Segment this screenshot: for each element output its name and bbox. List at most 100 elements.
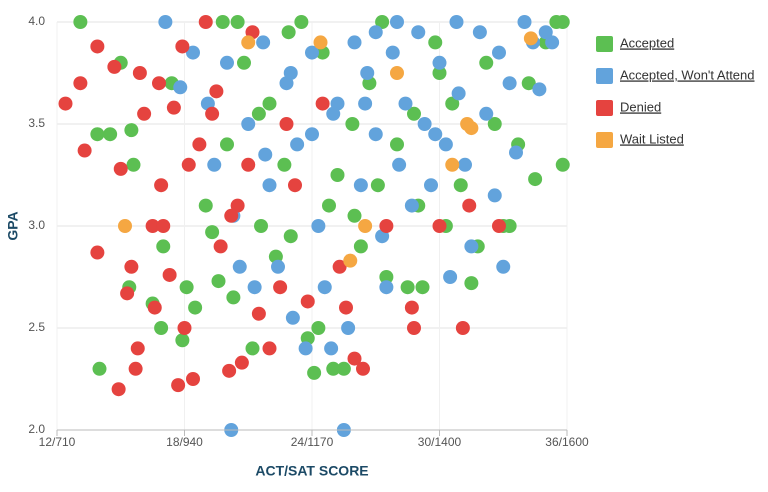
point bbox=[226, 290, 241, 305]
point bbox=[154, 321, 169, 335]
point bbox=[107, 59, 122, 74]
point bbox=[370, 178, 385, 193]
legend-label[interactable]: Accepted bbox=[620, 35, 674, 50]
legend-swatch[interactable] bbox=[596, 132, 613, 148]
point bbox=[502, 219, 517, 233]
legend-label[interactable]: Wait Listed bbox=[620, 131, 684, 146]
point bbox=[521, 76, 536, 91]
point bbox=[445, 157, 460, 172]
point bbox=[492, 219, 506, 233]
point bbox=[315, 96, 330, 111]
point bbox=[162, 267, 177, 282]
point bbox=[464, 239, 479, 254]
point bbox=[464, 276, 479, 291]
point bbox=[305, 45, 319, 60]
y-tick-label: 3.0 bbox=[28, 218, 45, 232]
point bbox=[451, 86, 466, 101]
point bbox=[464, 121, 479, 136]
point bbox=[428, 127, 443, 142]
point bbox=[251, 306, 266, 321]
point bbox=[317, 280, 332, 295]
point bbox=[130, 341, 145, 356]
point bbox=[171, 378, 186, 393]
legend-swatch[interactable] bbox=[596, 68, 613, 84]
point bbox=[462, 198, 477, 213]
y-axis-title: GPA bbox=[5, 211, 21, 240]
point bbox=[528, 172, 543, 187]
point bbox=[368, 127, 383, 142]
point bbox=[132, 66, 147, 80]
point bbox=[241, 157, 256, 172]
point bbox=[198, 15, 213, 29]
point bbox=[358, 219, 373, 233]
points bbox=[58, 15, 570, 437]
point bbox=[118, 219, 132, 233]
point bbox=[496, 259, 511, 274]
point bbox=[336, 361, 351, 376]
point bbox=[241, 35, 256, 50]
point bbox=[300, 294, 315, 309]
point bbox=[487, 117, 502, 131]
point bbox=[137, 106, 152, 121]
point bbox=[502, 76, 517, 91]
point bbox=[103, 127, 118, 142]
point bbox=[222, 363, 237, 378]
point bbox=[345, 117, 360, 131]
point bbox=[241, 117, 256, 131]
x-tick-label: 24/1170 bbox=[291, 435, 334, 449]
point bbox=[198, 198, 213, 213]
point bbox=[347, 208, 362, 223]
point bbox=[207, 157, 222, 172]
point bbox=[417, 117, 432, 131]
y-tick-label: 2.0 bbox=[28, 422, 45, 436]
legend-swatch[interactable] bbox=[596, 100, 613, 116]
point bbox=[404, 300, 419, 315]
x-axis-title: ACT/SAT SCORE bbox=[255, 463, 368, 479]
point bbox=[285, 310, 300, 325]
legend-swatch[interactable] bbox=[596, 36, 613, 52]
axes: 2.0 2.5 3.0 3.5 4.0 12/710 18/940 24/1170 30/140… bbox=[28, 14, 589, 449]
point bbox=[145, 219, 160, 233]
point bbox=[90, 127, 105, 142]
point bbox=[385, 45, 400, 60]
point bbox=[273, 280, 288, 295]
point bbox=[213, 239, 228, 254]
point bbox=[390, 15, 404, 29]
point bbox=[347, 351, 362, 366]
point bbox=[324, 341, 339, 356]
point bbox=[175, 333, 190, 348]
point bbox=[254, 219, 268, 233]
point bbox=[432, 66, 447, 80]
point bbox=[428, 35, 443, 50]
point bbox=[532, 82, 547, 97]
legend-label[interactable]: Accepted, Won't Attend bbox=[620, 67, 755, 82]
point bbox=[356, 361, 370, 376]
point bbox=[523, 31, 538, 46]
point bbox=[245, 341, 260, 356]
point bbox=[343, 253, 358, 268]
point bbox=[404, 198, 419, 213]
point bbox=[271, 259, 285, 274]
point bbox=[177, 321, 192, 335]
legend-label[interactable]: Denied bbox=[620, 99, 661, 114]
point bbox=[294, 15, 309, 29]
point bbox=[58, 96, 73, 111]
point bbox=[283, 66, 298, 80]
point bbox=[479, 55, 494, 70]
point bbox=[277, 157, 292, 172]
point bbox=[128, 361, 143, 376]
point bbox=[209, 84, 224, 99]
point bbox=[379, 280, 394, 295]
point bbox=[186, 372, 200, 386]
point bbox=[251, 106, 266, 121]
point bbox=[211, 274, 226, 289]
point bbox=[392, 157, 407, 172]
point bbox=[283, 229, 298, 244]
point bbox=[545, 35, 560, 50]
point bbox=[73, 76, 88, 91]
point bbox=[158, 15, 173, 29]
point bbox=[279, 117, 294, 131]
x-tick-label: 30/1400 bbox=[418, 435, 462, 449]
